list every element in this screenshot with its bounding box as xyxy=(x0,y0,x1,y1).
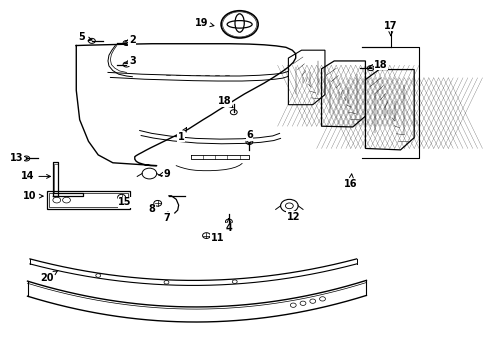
Text: 16: 16 xyxy=(344,174,357,189)
Text: 12: 12 xyxy=(286,211,300,221)
Text: 15: 15 xyxy=(118,197,131,207)
Bar xyxy=(49,193,128,207)
Text: 9: 9 xyxy=(158,168,169,179)
Circle shape xyxy=(23,156,30,161)
Circle shape xyxy=(366,66,373,71)
Text: 5: 5 xyxy=(78,32,92,42)
Text: 2: 2 xyxy=(124,35,136,45)
Text: 19: 19 xyxy=(194,18,213,28)
Circle shape xyxy=(230,110,237,115)
Text: 14: 14 xyxy=(20,171,50,181)
Text: 20: 20 xyxy=(40,271,58,283)
Text: 10: 10 xyxy=(23,191,43,201)
Circle shape xyxy=(245,139,252,144)
Text: 4: 4 xyxy=(225,219,232,233)
Text: 11: 11 xyxy=(210,233,224,243)
Text: 8: 8 xyxy=(148,204,156,215)
Text: 18: 18 xyxy=(368,59,387,69)
Circle shape xyxy=(225,219,232,224)
Text: 1: 1 xyxy=(177,127,186,142)
Text: 13: 13 xyxy=(10,153,28,163)
Bar xyxy=(47,192,130,209)
Circle shape xyxy=(123,62,130,67)
Text: 3: 3 xyxy=(124,56,136,66)
Text: 17: 17 xyxy=(383,21,397,36)
Text: 18: 18 xyxy=(218,96,232,108)
Circle shape xyxy=(123,41,130,45)
Circle shape xyxy=(88,39,95,43)
Text: 7: 7 xyxy=(163,212,169,222)
Text: 6: 6 xyxy=(245,130,252,145)
